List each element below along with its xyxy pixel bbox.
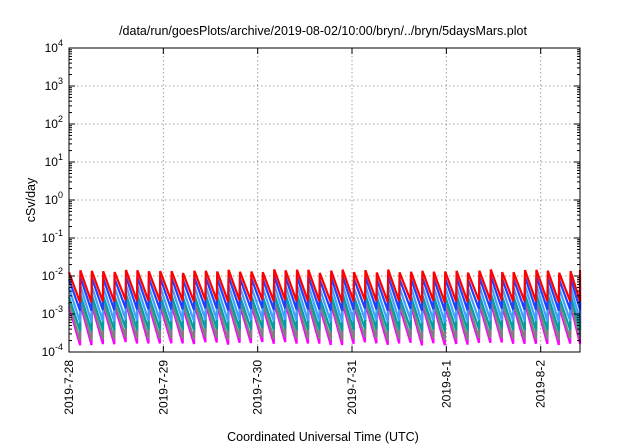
x-tick-label: 2019-8-1 [439, 360, 453, 408]
y-tick-label: 10-1 [42, 228, 63, 245]
y-tick-label: 10-2 [42, 266, 63, 283]
y-tick-label: 103 [45, 76, 63, 93]
x-tick-label: 2019-7-29 [156, 360, 170, 415]
y-axis-label: cSv/day [24, 177, 38, 222]
y-tick-label: 10-4 [42, 342, 63, 359]
x-tick-label: 2019-7-28 [62, 360, 76, 415]
series-lines [67, 269, 582, 346]
axis-ticks: 10-4 10-3 10-2 10-1 100 101 102 103 104 2019-7-28… [42, 38, 580, 415]
x-tick-label: 2019-8-2 [534, 360, 548, 408]
x-tick-label: 2019-7-31 [345, 360, 359, 415]
y-tick-label: 104 [45, 38, 63, 55]
x-axis-label: Coordinated Universal Time (UTC) [227, 430, 419, 444]
series-line [67, 269, 582, 303]
y-tick-label: 101 [45, 152, 63, 169]
y-tick-label: 100 [45, 190, 63, 207]
y-tick-label: 102 [45, 114, 63, 131]
x-tick-label: 2019-7-30 [251, 360, 265, 415]
chart-title: /data/run/goesPlots/archive/2019-08-02/1… [119, 24, 527, 38]
y-tick-label: 10-3 [42, 304, 63, 321]
